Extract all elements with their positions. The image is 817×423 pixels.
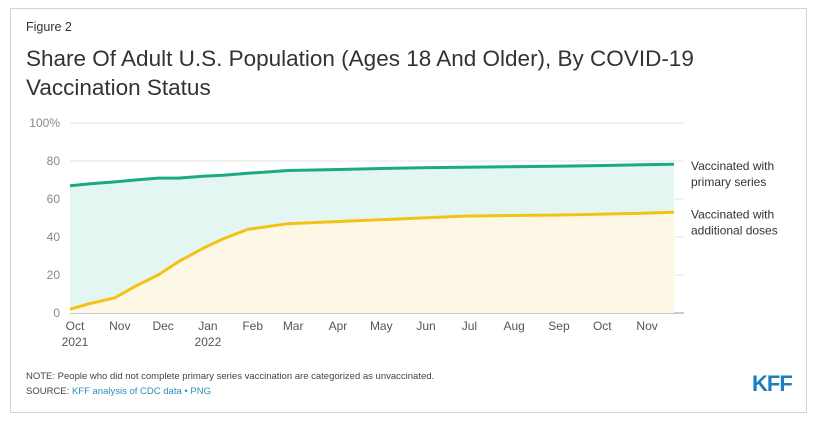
- x-tick-label: Oct: [66, 319, 85, 333]
- x-tick-label: Jul: [462, 319, 477, 333]
- additional-doses-line: [69, 210, 674, 311]
- additional-doses-area: [70, 212, 674, 313]
- y-tick-label: 20: [47, 268, 61, 282]
- x-tick-label: Dec: [152, 319, 173, 333]
- kff-logo: KFF: [752, 371, 793, 396]
- x-tick-label: Aug: [504, 319, 525, 333]
- y-tick-label: 60: [47, 192, 61, 206]
- source-prefix: SOURCE:: [26, 386, 72, 397]
- source-link[interactable]: KFF analysis of CDC data: [71, 386, 182, 397]
- x-tick-label: Sep: [548, 319, 570, 333]
- x-tick-label: Oct: [593, 319, 612, 333]
- y-tick-label: 80: [47, 154, 61, 168]
- y-tick-label: 40: [47, 230, 61, 244]
- x-tick-label: May: [370, 319, 393, 333]
- x-tick-label: Apr: [329, 319, 348, 333]
- additional-doses-label: Vaccinated with: [691, 207, 774, 221]
- source-separator: •: [181, 386, 191, 397]
- additional-doses-label: additional doses: [691, 223, 778, 237]
- x-tick-label: Feb: [242, 319, 263, 333]
- x-tick-label: Jan: [198, 319, 217, 333]
- primary-series-label: primary series: [691, 175, 766, 189]
- x-tick-label: Mar: [283, 319, 304, 333]
- chart-source: SOURCE: KFF analysis of CDC data • PNG: [26, 386, 211, 397]
- x-tick-label: Jun: [416, 319, 435, 333]
- x-tick-label: Nov: [636, 319, 657, 333]
- png-download-link[interactable]: PNG: [190, 386, 211, 397]
- x-tick-label: Nov: [109, 319, 130, 333]
- figure-label: Figure 2: [26, 20, 72, 34]
- primary-series-label: Vaccinated with: [691, 159, 774, 173]
- x-tick-year-label: 2021: [62, 335, 89, 349]
- x-tick-year-label: 2022: [195, 335, 222, 349]
- primary-series-line: [69, 162, 674, 188]
- y-tick-label: 0: [53, 306, 60, 320]
- chart-title: Share Of Adult U.S. Population (Ages 18 …: [26, 46, 694, 100]
- y-tick-label: 100%: [29, 116, 60, 130]
- chart-note: NOTE: People who did not complete primar…: [26, 371, 435, 382]
